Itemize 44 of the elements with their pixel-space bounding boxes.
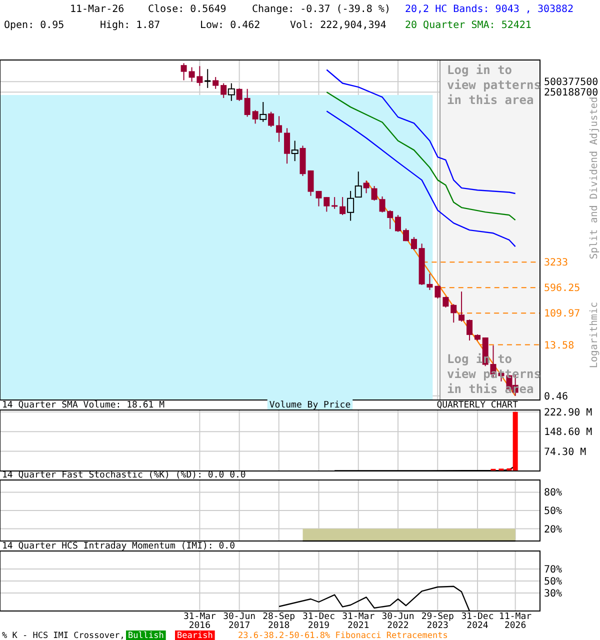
text: Low: 0.462 bbox=[200, 20, 260, 31]
x-tick-label: 30-Jun 2017 bbox=[223, 612, 256, 631]
text: 11-Mar-26 bbox=[70, 4, 124, 15]
y-tick-label: 500377500 bbox=[544, 77, 598, 88]
chart-title: 14 Quarter HCS Intraday Momentum (IMI): 0.0 bbox=[2, 542, 235, 552]
text: 20,2 HC Bands: 9043 , 303882 bbox=[405, 4, 574, 15]
text: Open: 0.95 bbox=[4, 20, 64, 31]
y-tick-label: 70% bbox=[544, 564, 562, 576]
text: 23.6-38.2-50-61.8% Fibonacci Retracements bbox=[238, 631, 448, 640]
annotation: QUARTERLY CHART bbox=[436, 400, 519, 410]
text: High: 1.87 bbox=[100, 20, 160, 31]
y-tick-label: 250188700 bbox=[544, 88, 598, 99]
annotation: Volume By Price bbox=[269, 400, 351, 410]
y-tick-label: 30% bbox=[544, 588, 562, 600]
ref-line-label: 3233 bbox=[544, 258, 568, 269]
text: % K - HCS IMI Crossover, bbox=[2, 631, 125, 640]
y-tick-label: 148.60 M bbox=[544, 427, 592, 438]
text: Vol: 222,904,394 bbox=[290, 20, 386, 31]
text: Logarithmic bbox=[589, 302, 600, 368]
y-tick-label: 222.90 M bbox=[544, 407, 592, 418]
text: Bullish bbox=[128, 631, 164, 640]
x-tick-label: 11-Mar 2026 bbox=[499, 612, 532, 631]
x-tick-label: 31-Dec 2024 bbox=[461, 612, 494, 631]
ref-line-label: 596.25 bbox=[544, 283, 580, 294]
y-tick-label: 80% bbox=[544, 488, 562, 499]
text: Close: 0.5649 bbox=[148, 4, 226, 15]
text: Split and Dividend Adjusted bbox=[589, 96, 600, 260]
y-tick-label: 0.46 bbox=[544, 391, 568, 402]
x-tick-label: 29-Sep 2023 bbox=[421, 612, 454, 631]
ref-line-label: 109.97 bbox=[544, 308, 580, 320]
text: 20 Quarter SMA: 52421 bbox=[405, 20, 532, 31]
y-tick-label: 20% bbox=[544, 524, 562, 536]
text: 14 Quarter SMA Volume: 18.61 M bbox=[2, 400, 166, 410]
y-tick-label: 50% bbox=[544, 506, 562, 517]
x-tick-label: 28-Sep 2018 bbox=[262, 612, 296, 631]
y-tick-label: 50% bbox=[544, 576, 562, 588]
x-tick-label: 31-Dec 2019 bbox=[302, 612, 336, 631]
text: Bearish bbox=[177, 631, 213, 640]
x-tick-label: 30-Jun 2022 bbox=[382, 612, 414, 631]
x-tick-label: 31-Mar 2016 bbox=[183, 612, 217, 631]
ref-line-label: 13.58 bbox=[544, 340, 574, 352]
y-tick-label: 74.30 M bbox=[544, 446, 586, 458]
text: Change: -0.37 (-39.8 %) bbox=[252, 4, 390, 15]
x-tick-label: 31-Mar 2021 bbox=[342, 612, 376, 631]
